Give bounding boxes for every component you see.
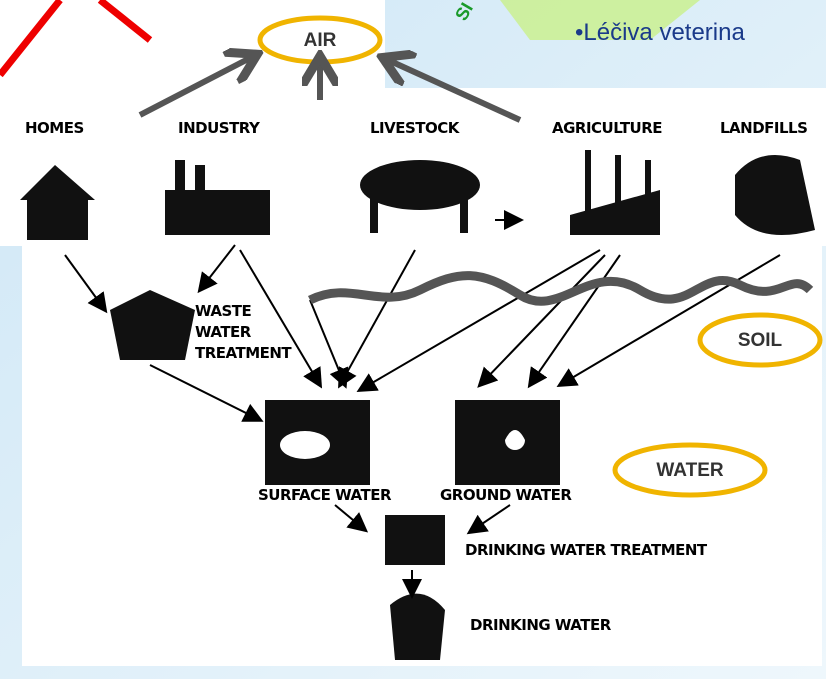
air-label: AIR: [304, 30, 337, 51]
source-label: AGRICULTURE: [552, 119, 662, 137]
soil-line: [307, 271, 814, 306]
dwt-label: DRINKING WATER TREATMENT: [465, 541, 708, 559]
source-label: HOMES: [25, 119, 84, 137]
soil-label: SOIL: [738, 330, 783, 351]
red-cross: [0, 0, 153, 78]
arrow: [138, 57, 252, 118]
green-arrow: [500, 0, 700, 40]
source-label: LANDFILLS: [720, 119, 807, 137]
wwt-label: WASTE: [195, 302, 252, 320]
soil-oval: [697, 312, 823, 368]
icons: [20, 150, 815, 660]
source-label: LIVESTOCK: [370, 119, 461, 137]
wwt-label: WATER: [195, 323, 252, 341]
ground-water-label: GROUND WATER: [440, 486, 572, 504]
arrow: [388, 60, 522, 123]
surface-water-label: SURFACE WATER: [258, 486, 392, 504]
bullet-text: •Léčiva veterina: [575, 19, 745, 46]
source-label: INDUSTRY: [178, 119, 261, 137]
arrows: [64, 244, 781, 599]
wwt-label: TREATMENT: [195, 344, 292, 362]
water-label: WATER: [656, 460, 723, 481]
water-oval: [612, 442, 768, 498]
dw-label: DRINKING WATER: [470, 616, 612, 634]
